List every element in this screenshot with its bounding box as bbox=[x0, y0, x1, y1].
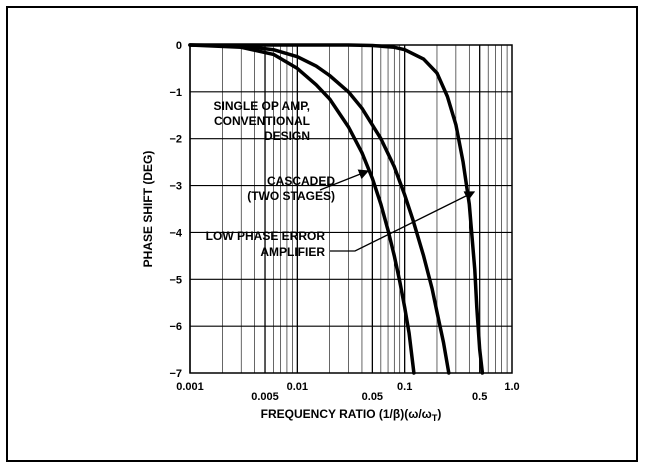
annotation-leaders bbox=[319, 169, 476, 252]
svg-text:CASCADED: CASCADED bbox=[267, 174, 335, 188]
annotation-line: DESIGN bbox=[264, 129, 310, 143]
series-group bbox=[188, 43, 485, 375]
annotation-line: (TWO STAGES) bbox=[247, 189, 335, 203]
series-line-single bbox=[188, 43, 416, 375]
x-tick-label: 0.01 bbox=[287, 381, 308, 393]
annotation-line: SINGLE OP AMP, bbox=[214, 99, 310, 113]
x-tick-label: 0.5 bbox=[472, 391, 487, 403]
x-tick-label: 1.0 bbox=[504, 381, 519, 393]
figure-frame bbox=[6, 6, 638, 462]
annotation-single-op-amp: SINGLE OP AMP, CONVENTIONAL DESIGN bbox=[214, 99, 310, 143]
annotation-line: CONVENTIONAL bbox=[214, 114, 310, 128]
x-tick-label: 0.001 bbox=[176, 381, 204, 393]
y-tick-label: −5 bbox=[169, 274, 182, 286]
svg-text:DESIGN: DESIGN bbox=[264, 129, 310, 143]
y-tick-label: −3 bbox=[169, 181, 182, 193]
annotation-cascaded: CASCADED (TWO STAGES) bbox=[247, 174, 335, 203]
y-tick-label: −2 bbox=[169, 134, 182, 146]
annotation-low-phase-error: LOW PHASE ERROR AMPLIFIER bbox=[206, 229, 326, 259]
y-tick-label: −7 bbox=[169, 368, 182, 380]
y-tick-label: 0 bbox=[176, 40, 182, 52]
annotation-line: AMPLIFIER bbox=[260, 245, 325, 259]
series-line-cascaded bbox=[188, 43, 451, 375]
annotation-line: CASCADED bbox=[267, 174, 335, 188]
y-tick-label: −1 bbox=[169, 87, 182, 99]
tick-labels: 0.001 0.005 0.01 0.05 0.1 0.5 1.0 0 −1 −2 −3 −4 −5 −6… bbox=[169, 40, 519, 403]
series-line-low_phase_error bbox=[188, 43, 485, 375]
x-axis-label: FREQUENCY RATIO (1/β)(ω/ωT) bbox=[261, 407, 442, 423]
svg-text:SINGLE OP AMP,: SINGLE OP AMP, bbox=[214, 99, 310, 113]
svg-text:(TWO STAGES): (TWO STAGES) bbox=[247, 189, 335, 203]
x-tick-label: 0.005 bbox=[251, 391, 279, 403]
x-tick-label: 0.05 bbox=[362, 391, 383, 403]
plot-border bbox=[189, 44, 513, 374]
y-axis-label: PHASE SHIFT (DEG) bbox=[141, 151, 155, 268]
svg-text:AMPLIFIER: AMPLIFIER bbox=[260, 245, 325, 259]
y-tick-label: −4 bbox=[169, 227, 182, 239]
annotation-line: LOW PHASE ERROR bbox=[206, 229, 326, 243]
leader-cascaded bbox=[319, 169, 370, 191]
svg-text:LOW PHASE ERROR: LOW PHASE ERROR bbox=[206, 229, 326, 243]
x-tick-label: 0.1 bbox=[397, 381, 412, 393]
y-tick-label: −6 bbox=[169, 321, 182, 333]
leader-low-phase-error bbox=[330, 191, 476, 252]
svg-text:CONVENTIONAL: CONVENTIONAL bbox=[214, 114, 310, 128]
grid-minor bbox=[222, 45, 508, 373]
